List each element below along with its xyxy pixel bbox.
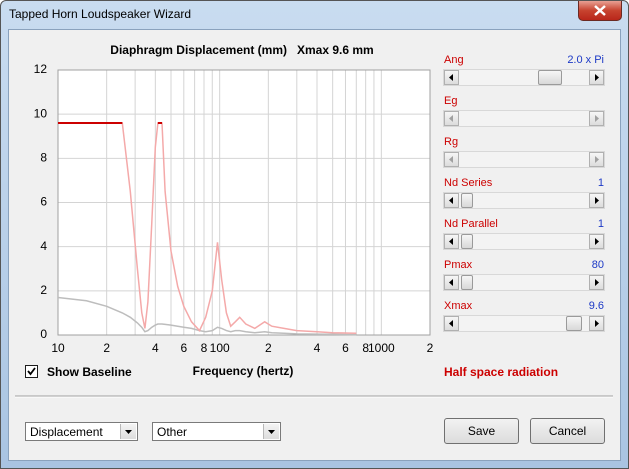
x-tick-label: 4 xyxy=(314,341,321,355)
slider[interactable] xyxy=(443,315,605,332)
checkbox-label[interactable]: Show Baseline xyxy=(47,365,132,379)
slider-label: Rg xyxy=(444,136,459,148)
slider-label: Pmax xyxy=(444,259,473,271)
slider[interactable] xyxy=(443,274,605,291)
arrow-right xyxy=(595,156,599,163)
close-button[interactable] xyxy=(578,1,622,21)
arrow-left xyxy=(449,320,453,327)
slider-thumb[interactable] xyxy=(461,193,473,208)
dropdown-text: Displacement xyxy=(30,425,103,439)
slider-label: Nd Series xyxy=(444,177,493,189)
window-title: Tapped Horn Loudspeaker Wizard xyxy=(9,7,192,21)
y-tick-label: 4 xyxy=(40,239,47,253)
arrow-right xyxy=(595,320,599,327)
slider[interactable] xyxy=(443,69,605,86)
scroll-right[interactable] xyxy=(589,316,604,331)
scroll-right[interactable] xyxy=(589,234,604,249)
slider-thumb[interactable] xyxy=(538,70,562,85)
x-tick-label: 1000 xyxy=(368,341,395,355)
arrow-left xyxy=(449,279,453,286)
data-line xyxy=(57,296,357,336)
x-tick-label: 10 xyxy=(51,341,65,355)
dropdown-text: Other xyxy=(157,425,188,439)
check-mark xyxy=(27,367,36,376)
x-tick-label: 100 xyxy=(210,341,230,355)
dropdown-arrow[interactable] xyxy=(263,424,279,439)
y-tick-label: 6 xyxy=(40,195,47,209)
x-tick-label: 2 xyxy=(103,341,110,355)
slider-thumb[interactable] xyxy=(566,316,582,331)
arrow-right xyxy=(595,238,599,245)
scroll-left[interactable] xyxy=(444,193,459,208)
scroll-left[interactable] xyxy=(444,70,459,85)
slider-value: 1 xyxy=(597,218,604,230)
x-tick-label: 2 xyxy=(265,341,272,355)
y-tick-label: 0 xyxy=(40,327,47,341)
arrow-right xyxy=(595,115,599,122)
slider[interactable] xyxy=(443,192,605,209)
button[interactable]: Save xyxy=(444,418,519,444)
slider-label: Eg xyxy=(444,95,458,107)
scroll-right xyxy=(589,152,604,167)
y-tick-label: 12 xyxy=(34,62,48,76)
slider-value: 9.6 xyxy=(588,300,604,312)
slider-label: Ang xyxy=(444,54,464,66)
arrow-right xyxy=(595,279,599,286)
chart-title: Diaphragm Displacement (mm) Xmax 9.6 mm xyxy=(110,43,373,57)
y-tick-label: 10 xyxy=(34,106,48,120)
close-icon xyxy=(594,5,606,16)
plot-frame xyxy=(57,69,431,336)
slider-thumb[interactable] xyxy=(461,234,473,249)
scroll-right[interactable] xyxy=(589,193,604,208)
scroll-left xyxy=(444,152,459,167)
dropdown[interactable]: Displacement xyxy=(25,422,138,441)
scroll-left xyxy=(444,111,459,126)
x-tick-label: 2 xyxy=(427,341,434,355)
checkbox[interactable] xyxy=(25,365,38,378)
arrow-down xyxy=(268,430,275,434)
arrow-down xyxy=(125,430,132,434)
slider-value: 1 xyxy=(597,177,604,189)
scroll-left[interactable] xyxy=(444,275,459,290)
slider[interactable] xyxy=(443,233,605,250)
dropdown-arrow[interactable] xyxy=(120,424,136,439)
radiation-note: Half space radiation xyxy=(444,365,559,379)
x-tick-label: 6 xyxy=(342,341,349,355)
arrow-left xyxy=(449,74,453,81)
slider-label: Xmax xyxy=(444,300,473,312)
arrow-left xyxy=(449,115,453,122)
x-tick-label: 6 xyxy=(180,341,187,355)
slider-value: 2.0 x Pi xyxy=(567,54,604,66)
arrow-right xyxy=(595,197,599,204)
data-line xyxy=(58,122,357,334)
dropdown[interactable]: Other xyxy=(152,422,281,441)
arrow-left xyxy=(449,238,453,245)
arrow-right xyxy=(595,74,599,81)
slider xyxy=(443,110,605,127)
scroll-right[interactable] xyxy=(589,70,604,85)
arrow-left xyxy=(449,156,453,163)
slider-thumb[interactable] xyxy=(461,275,473,290)
scroll-right[interactable] xyxy=(589,275,604,290)
x-tick-label: 4 xyxy=(152,341,159,355)
scroll-right xyxy=(589,111,604,126)
scroll-left[interactable] xyxy=(444,316,459,331)
button[interactable]: Cancel xyxy=(530,418,605,444)
y-tick-label: 2 xyxy=(40,283,47,297)
slider-value: 80 xyxy=(591,259,604,271)
x-tick-label: 8 xyxy=(201,341,208,355)
arrow-left xyxy=(449,197,453,204)
slider-label: Nd Parallel xyxy=(444,218,498,230)
x-axis-label: Frequency (hertz) xyxy=(193,364,294,378)
slider xyxy=(443,151,605,168)
scroll-left[interactable] xyxy=(444,234,459,249)
x-tick-label: 8 xyxy=(362,341,369,355)
y-tick-label: 8 xyxy=(40,151,47,165)
